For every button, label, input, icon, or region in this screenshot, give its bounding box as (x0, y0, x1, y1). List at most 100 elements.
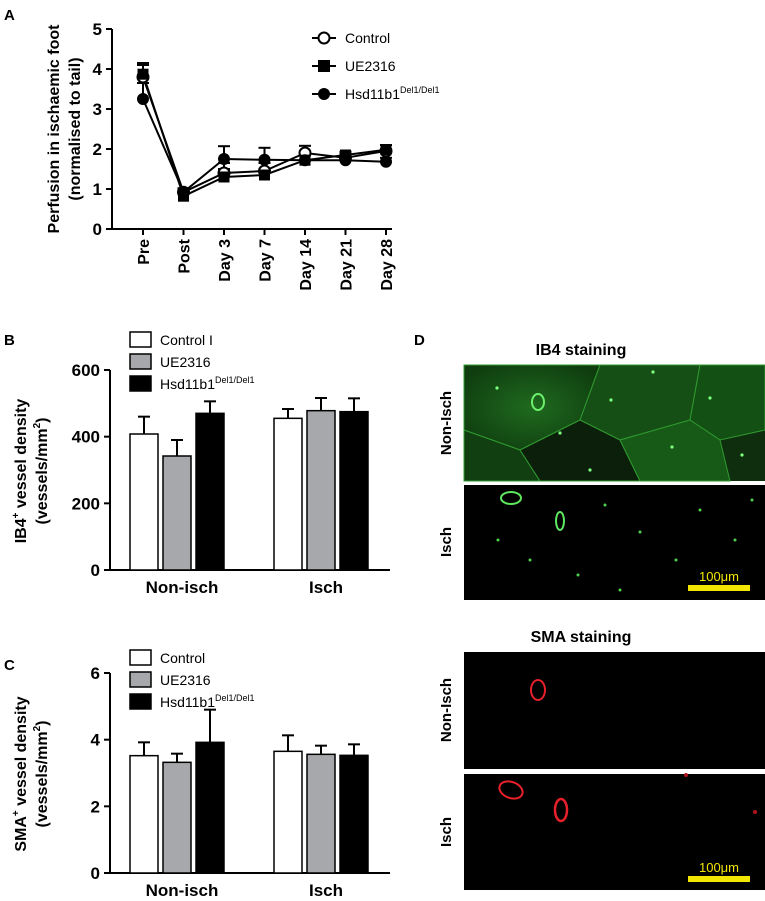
point-hsd (299, 154, 311, 167)
legend-ue2316-swatch (129, 671, 152, 688)
chart-a-y-tick-label: 1 (93, 180, 102, 199)
bar-ue2316 (162, 455, 192, 571)
bar-control (129, 754, 159, 874)
bar-control (129, 433, 159, 571)
point-ue2316 (259, 169, 270, 181)
legend-hsd-swatch (129, 693, 152, 710)
chart-b-y-tick-label: 0 (91, 561, 100, 580)
legend-control-label: Control I (160, 332, 213, 348)
chart-a-ylabel-line1: Perfusion in ischaemic foot (46, 24, 63, 234)
legend-hsd-marker (318, 88, 330, 100)
chart-c-ylabel-line2: (vessels/mm2) (32, 721, 51, 828)
chart-c-y-tick-label: 4 (91, 731, 101, 750)
chart-b-tick-labels: 0 200 400 600 Non-isch Isch (72, 361, 343, 597)
chart-a-x-tick-label: Day 28 (379, 239, 396, 291)
ib4-staining-title: IB4 staining (536, 342, 627, 359)
chart-a-series (136, 62, 393, 202)
point-hsd (218, 153, 230, 165)
bar-ue2316 (306, 753, 336, 874)
legend-hsd-sup: Del1/Del1 (400, 85, 440, 95)
chart-a-y-tick-label: 4 (93, 60, 103, 79)
sma-scale-label: 100μm (699, 860, 739, 875)
chart-b-ylabel-line2: (vessels/mm2) (32, 418, 51, 525)
chart-a-tick-labels: 0 1 2 3 4 5 Pre Post Day 3 Day 7 Day 14 Day 21 Day 2… (93, 20, 396, 291)
point-ue2316 (380, 144, 392, 156)
bar-ue2316 (162, 761, 192, 874)
chart-b-ylabel-line1: IB4+ vessel density (11, 399, 30, 544)
ib4-row-label-isch: Isch (438, 527, 455, 557)
point-hsd (177, 186, 190, 199)
chart-a-x-tick-label: Day 21 (339, 239, 356, 291)
chart-c-x-tick-label: Non-isch (146, 881, 219, 900)
chart-a-x-tick-label: Pre (136, 239, 153, 265)
bar-hsd (339, 410, 369, 571)
panel-label-b: B (4, 332, 15, 349)
bar-control (273, 417, 303, 571)
legend-ue2316-marker (318, 60, 330, 72)
bar-hsd (339, 754, 369, 874)
chart-c: SMA+ vessel density (vessels/mm2) 0 2 4 6 No… (11, 649, 390, 900)
chart-c-y-tick-label: 6 (91, 664, 100, 683)
chart-a-x-tick-label: Day 3 (217, 239, 234, 282)
chart-c-x-tick-label: Isch (309, 881, 343, 900)
ib4-isch-image: 100μm (464, 485, 765, 600)
bar-control (273, 750, 303, 874)
sma-isch-image: 100μm (464, 773, 765, 890)
bar-hsd (195, 741, 225, 874)
legend-hsd-label: Hsd11b1Del1/Del1 (160, 693, 255, 710)
sma-non-isch-image (464, 652, 765, 769)
sma-staining-title: SMA staining (531, 629, 632, 646)
chart-c-y-tick-label: 2 (91, 797, 100, 816)
ib4-scale-bar (688, 585, 750, 591)
chart-b-x-tick-label: Non-isch (146, 578, 219, 597)
chart-b-bars (129, 397, 369, 571)
ib4-non-isch-image (463, 364, 765, 482)
chart-a-y-tick-label: 5 (93, 20, 102, 39)
chart-c-y-tick-label: 0 (91, 864, 100, 883)
point-hsd (339, 154, 352, 167)
chart-a: Perfusion in ischaemic foot (normalised … (46, 20, 440, 291)
legend-control-label: Control (345, 30, 390, 46)
chart-a-ylabel-line2: (normalised to tail) (67, 57, 84, 200)
legend-ue2316-swatch (129, 353, 152, 370)
legend-ue2316-label: UE2316 (345, 58, 396, 74)
ib4-scale-label: 100μm (699, 569, 739, 584)
chart-b: IB4+ vessel density (vessels/mm2) 0 200 40… (11, 331, 390, 597)
chart-a-y-tick-label: 3 (93, 100, 102, 119)
chart-a-x-tick-label: Day 7 (258, 239, 275, 282)
chart-a-y-tick-label: 0 (93, 220, 102, 239)
chart-b-y-tick-label: 200 (72, 494, 100, 513)
chart-c-tick-labels: 0 2 4 6 Non-isch Isch (91, 664, 343, 900)
sma-row-label-non-isch: Non-Isch (438, 678, 455, 742)
panel-label-a: A (4, 7, 15, 24)
legend-control-swatch (129, 331, 152, 348)
ib4-row-label-non-isch: Non-Isch (438, 391, 455, 455)
chart-a-legend: Control UE2316 Hsd11b1Del1/Del1 (312, 30, 440, 102)
legend-hsd-label: Hsd11b1Del1/Del1 (160, 375, 255, 392)
panel-label-d: D (414, 332, 425, 349)
chart-c-bars (129, 708, 369, 874)
legend-control-swatch (129, 649, 152, 666)
chart-a-x-tick-label: Day 14 (298, 239, 315, 291)
point-hsd (380, 155, 392, 168)
point-hsd (258, 153, 271, 166)
chart-a-axes (106, 28, 392, 235)
legend-hsd-swatch (129, 375, 152, 392)
chart-a-x-tick-label: Post (177, 238, 194, 273)
chart-b-legend: Control I UE2316 Hsd11b1Del1/Del1 (129, 331, 255, 392)
legend-ue2316-label: UE2316 (160, 672, 211, 688)
chart-c-ylabel-line1: SMA+ vessel density (11, 696, 30, 851)
micrograph-panel: IB4 staining SMA staining (438, 342, 765, 890)
legend-hsd-label: Hsd11b1Del1/Del1 (345, 85, 440, 102)
legend-control-label: Control (160, 650, 205, 666)
sma-scale-bar (688, 876, 750, 882)
point-ue2316 (218, 171, 230, 183)
point-hsd (137, 93, 149, 105)
chart-a-y-tick-label: 2 (93, 140, 102, 159)
point-ue2316 (137, 68, 149, 80)
legend-ue2316-label: UE2316 (160, 354, 211, 370)
chart-b-x-tick-label: Isch (309, 578, 343, 597)
chart-c-legend: Control UE2316 Hsd11b1Del1/Del1 (129, 649, 255, 710)
chart-b-y-tick-label: 400 (72, 428, 100, 447)
